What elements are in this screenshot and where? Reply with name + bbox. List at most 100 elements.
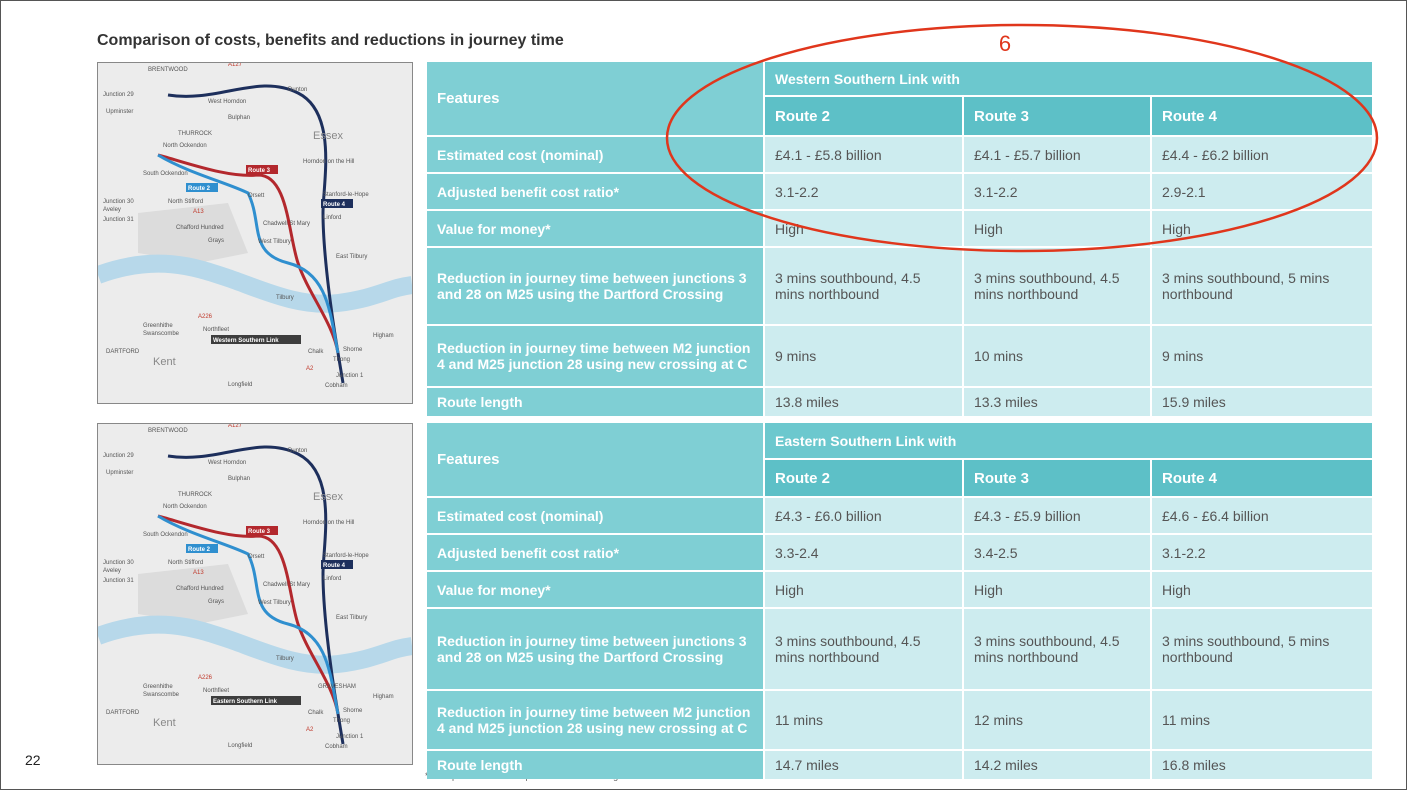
map-label: Chadwell St Mary (263, 582, 310, 588)
map-label: Dunton (288, 448, 307, 454)
map-label: Stanford-le-Hope (323, 553, 369, 559)
data-row: Reduction in journey time between juncti… (427, 609, 1372, 689)
map-label: Junction 31 (103, 217, 134, 223)
map-label: Greenhithe (143, 684, 173, 690)
feature-cell: Reduction in journey time between juncti… (427, 609, 763, 689)
route-3-line (157, 153, 340, 354)
river (98, 615, 412, 674)
map-label: South Ockendon (143, 532, 188, 538)
map-label: Stanford-le-Hope (323, 192, 369, 198)
map-label: Chalk (308, 710, 324, 716)
map-label: Junction 1 (336, 373, 364, 379)
map-label: Bulphan (228, 476, 250, 482)
value-cell: 3 mins southbound, 4.5 mins northbound (964, 609, 1150, 689)
value-cell: High (964, 572, 1150, 607)
feature-cell: Value for money* (427, 211, 763, 246)
urban-area (138, 203, 248, 263)
map-label: Route 4 (323, 202, 346, 208)
map-label: Shorne (343, 347, 363, 353)
map-label: Grays (208, 238, 224, 244)
value-cell: £4.3 - £6.0 billion (765, 498, 962, 533)
value-cell: 14.2 miles (964, 751, 1150, 779)
map-label: Kent (153, 356, 176, 368)
value-cell: High (1152, 211, 1373, 246)
feature-cell: Route length (427, 751, 763, 779)
route-4-line (167, 445, 340, 715)
map-label: BRENTWOOD (148, 67, 188, 73)
data-row: Adjusted benefit cost ratio* 3.3-2.4 3.4-2… (427, 535, 1372, 570)
map-label: A13 (193, 209, 204, 215)
value-cell: High (964, 211, 1150, 246)
route-map: BRENTWOOD Junction 29 Upminster West Horndo… (97, 423, 413, 765)
map-label: Western Southern Link (213, 338, 279, 344)
map-label: Longfield (228, 743, 252, 749)
page-number: 22 (25, 752, 41, 768)
map-label: Horndon on the Hill (303, 520, 354, 526)
link-line (336, 713, 345, 745)
feature-cell: Reduction in journey time between M2 jun… (427, 691, 763, 749)
map-label: DARTFORD (106, 710, 140, 716)
feature-cell: Adjusted benefit cost ratio* (427, 535, 763, 570)
map-label: Chadwell St Mary (263, 221, 310, 227)
map-label: A127 (228, 423, 243, 429)
data-row: Reduction in journey time between juncti… (427, 248, 1373, 324)
map-label: Junction 30 (103, 560, 134, 566)
map-label: A226 (198, 314, 213, 320)
map-label: A13 (193, 570, 204, 576)
map-label: Junction 30 (103, 199, 134, 205)
header-row: Features Eastern Southern Link with (427, 423, 1372, 496)
map-label: Thong (333, 718, 350, 724)
route-header: Route 2 (765, 460, 962, 496)
value-cell: High (765, 572, 962, 607)
data-row: Value for money* High High High (427, 572, 1372, 607)
map-label: Route 3 (248, 529, 271, 535)
map-label: THURROCK (178, 131, 212, 137)
route-header: Route 3 (964, 97, 1150, 135)
value-cell: 15.9 miles (1152, 388, 1373, 416)
map-label: Higham (373, 694, 394, 700)
route-4-line (167, 84, 340, 354)
legend-box (246, 165, 278, 174)
river (98, 254, 412, 313)
value-cell: 3 mins southbound, 5 mins northbound (1152, 609, 1372, 689)
feature-cell: Route length (427, 388, 763, 416)
map-label: Swanscombe (143, 692, 180, 698)
map-label: Route 2 (188, 547, 211, 553)
value-cell: 3 mins southbound, 4.5 mins northbound (765, 609, 962, 689)
map-label: Chalk (308, 349, 324, 355)
value-cell: £4.3 - £5.9 billion (964, 498, 1150, 533)
value-cell: 16.8 miles (1152, 751, 1372, 779)
map-label: Aveley (103, 207, 121, 213)
map-label: Junction 29 (103, 453, 134, 459)
value-cell: 10 mins (964, 326, 1150, 386)
value-cell: £4.4 - £6.2 billion (1152, 137, 1373, 172)
feature-cell: Value for money* (427, 572, 763, 607)
value-cell: 12 mins (964, 691, 1150, 749)
map-label: A226 (198, 675, 213, 681)
map-label: Route 4 (323, 563, 346, 569)
map-label: Linford (323, 215, 341, 221)
legend-box (186, 544, 218, 553)
value-cell: £4.1 - £5.8 billion (765, 137, 962, 172)
map-label: Essex (313, 491, 343, 503)
value-cell: 3 mins southbound, 4.5 mins northbound (964, 248, 1150, 324)
value-cell: 3.1-2.2 (1152, 535, 1372, 570)
value-cell: 9 mins (1152, 326, 1373, 386)
map-label: Upminster (106, 109, 133, 115)
value-cell: 3.3-2.4 (765, 535, 962, 570)
map-label: Higham (373, 333, 394, 339)
map-label: Tilbury (276, 295, 294, 301)
map-label: Northfleet (203, 327, 229, 333)
map-label: Kent (153, 717, 176, 729)
legend-box (321, 560, 353, 569)
value-cell: 11 mins (765, 691, 962, 749)
route-2-line (157, 153, 340, 354)
map-label: DARTFORD (106, 349, 140, 355)
map-label: North Ockendon (163, 143, 207, 149)
features-header: Features (427, 62, 763, 135)
feature-cell: Reduction in journey time between juncti… (427, 248, 763, 324)
map-label: Swanscombe (143, 331, 180, 337)
map-label: Longfield (228, 382, 252, 388)
value-cell: 3.4-2.5 (964, 535, 1150, 570)
